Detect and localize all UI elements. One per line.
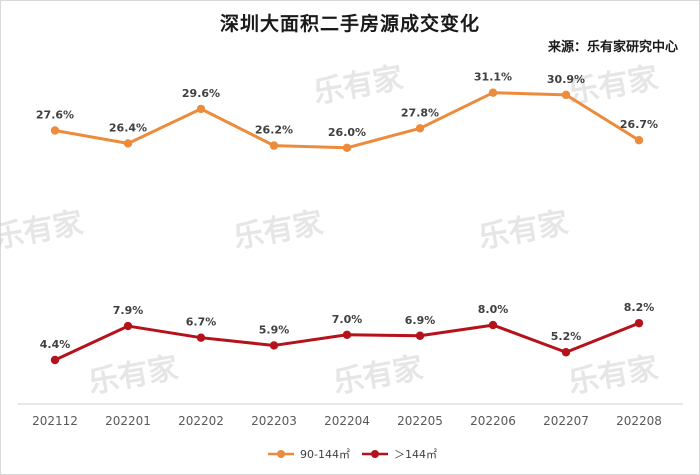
data-label: 6.7% bbox=[186, 316, 217, 329]
watermark-logo: 乐有家 bbox=[86, 351, 181, 401]
data-point bbox=[488, 320, 498, 330]
data-label: 31.1% bbox=[474, 71, 512, 84]
data-label: 26.0% bbox=[328, 126, 366, 139]
data-point bbox=[634, 136, 644, 145]
legend-label: 90-144㎡ bbox=[300, 448, 350, 461]
data-point bbox=[415, 331, 425, 340]
data-point bbox=[415, 124, 425, 133]
data-point bbox=[561, 90, 571, 100]
legend-swatch-marker bbox=[277, 450, 285, 458]
legend-label: ＞144㎡ bbox=[394, 448, 437, 461]
data-label: 30.9% bbox=[547, 73, 585, 86]
data-point bbox=[50, 355, 60, 365]
x-tick-label: 202112 bbox=[32, 414, 78, 428]
watermark-logo: 乐有家 bbox=[0, 206, 86, 256]
data-point bbox=[342, 330, 352, 339]
legend-swatch-marker bbox=[371, 450, 379, 458]
data-point bbox=[50, 126, 60, 135]
data-label: 29.6% bbox=[182, 87, 220, 100]
data-label: 26.7% bbox=[620, 118, 658, 131]
source-note: 来源：乐有家研究中心 bbox=[547, 40, 678, 55]
x-tick-label: 202202 bbox=[178, 414, 224, 428]
data-label: 26.4% bbox=[109, 121, 147, 134]
data-label: 7.9% bbox=[113, 304, 144, 317]
data-point bbox=[561, 348, 571, 357]
watermark-logo: 乐有家 bbox=[331, 351, 426, 401]
data-label: 5.9% bbox=[259, 323, 290, 336]
watermark-logo: 乐有家 bbox=[566, 351, 661, 401]
x-tick-label: 202204 bbox=[324, 414, 370, 428]
data-label: 4.4% bbox=[40, 338, 71, 351]
data-label: 6.9% bbox=[405, 314, 436, 327]
watermark-logo: 乐有家 bbox=[476, 206, 571, 256]
data-point bbox=[634, 318, 644, 328]
data-point bbox=[269, 141, 279, 150]
data-label: 26.2% bbox=[255, 124, 293, 137]
data-point bbox=[196, 333, 206, 342]
data-point bbox=[342, 143, 352, 152]
watermark-logo: 乐有家 bbox=[231, 206, 326, 256]
data-point bbox=[123, 321, 133, 331]
x-tick-label: 202203 bbox=[251, 414, 297, 428]
data-point bbox=[269, 341, 279, 350]
x-tick-label: 202201 bbox=[105, 414, 151, 428]
data-label: 8.2% bbox=[624, 301, 655, 314]
data-label: 7.0% bbox=[332, 313, 363, 326]
data-label: 5.2% bbox=[551, 330, 582, 343]
x-tick-label: 202207 bbox=[543, 414, 589, 428]
x-tick-label: 202205 bbox=[397, 414, 443, 428]
x-tick-label: 202208 bbox=[616, 414, 662, 428]
data-label: 8.0% bbox=[478, 303, 509, 316]
data-point bbox=[488, 88, 498, 97]
data-point bbox=[196, 104, 206, 114]
chart-title: 深圳大面积二手房源成交变化 bbox=[219, 13, 480, 35]
data-label: 27.8% bbox=[401, 106, 439, 119]
data-label: 27.6% bbox=[36, 109, 74, 122]
watermark-logo: 乐有家 bbox=[311, 61, 406, 111]
data-point bbox=[123, 139, 133, 148]
x-tick-label: 202206 bbox=[470, 414, 516, 428]
